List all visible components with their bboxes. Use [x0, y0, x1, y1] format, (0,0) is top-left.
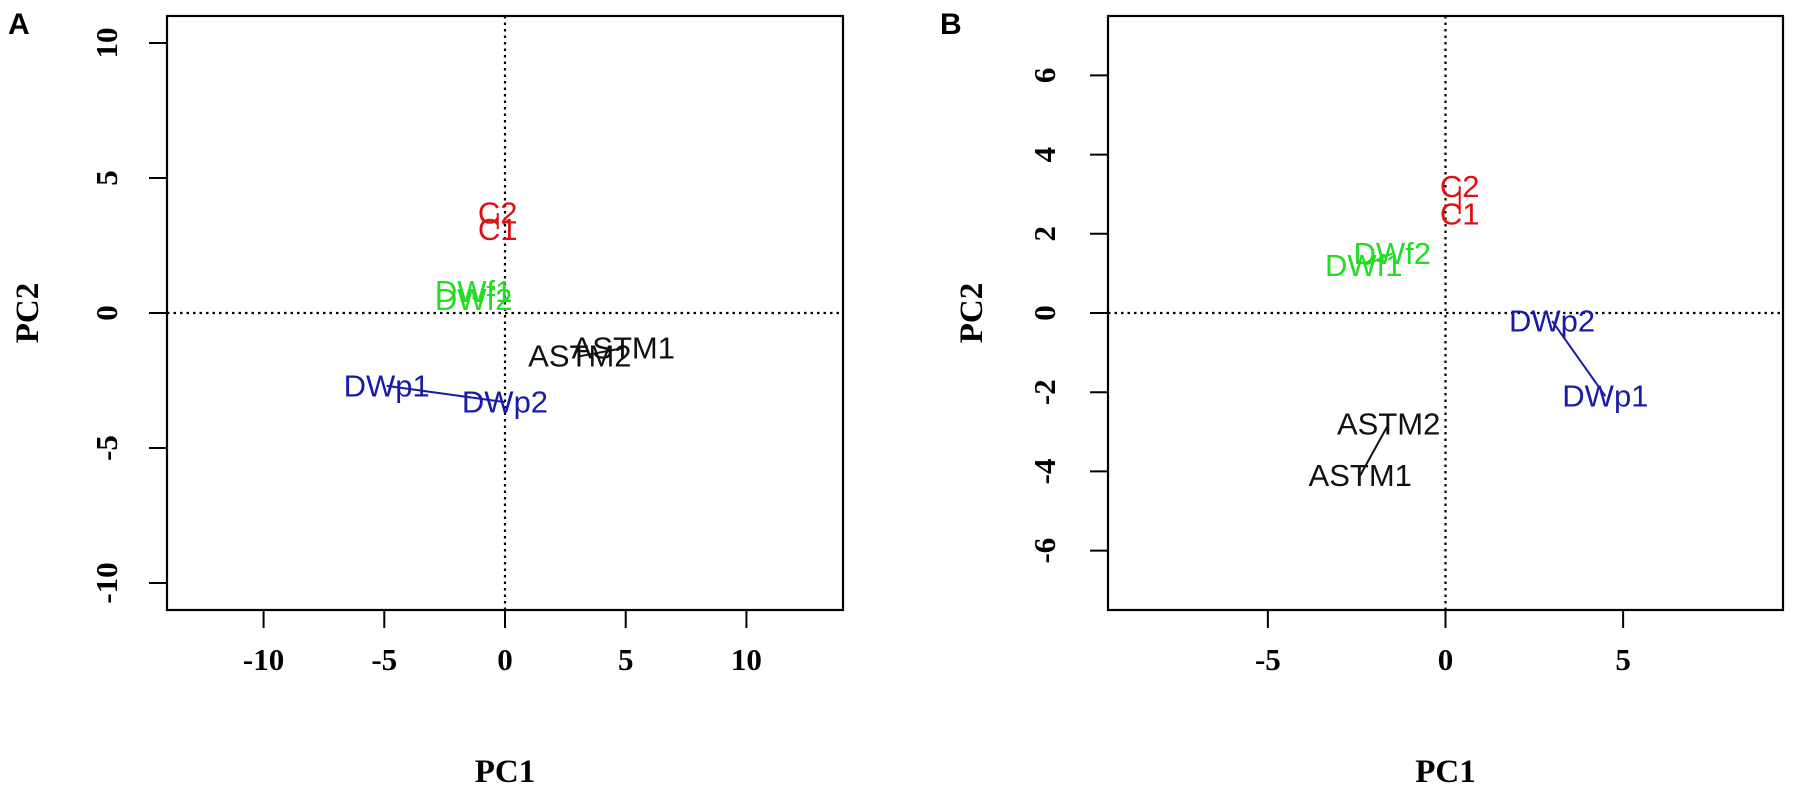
x-tick-label: 0 [497, 642, 513, 677]
x-tick-label: -10 [243, 642, 284, 677]
y-tick-label: -10 [89, 562, 124, 603]
point-label-c2: C2 [478, 196, 518, 231]
replicate-connector [1551, 320, 1607, 397]
y-tick-label: 6 [1027, 68, 1062, 84]
y-tick-label: -2 [1027, 379, 1062, 405]
x-tick-label: -5 [371, 642, 397, 677]
y-tick-label: 0 [1027, 305, 1062, 321]
point-label-dwp1: DWp1 [1562, 379, 1648, 414]
point-label-astm2: ASTM2 [1337, 406, 1440, 441]
point-label-astm1: ASTM1 [1309, 458, 1412, 493]
replicate-connector [1359, 423, 1390, 476]
x-tick-label: -5 [1255, 642, 1281, 677]
panel-letter: A [8, 8, 30, 41]
y-tick-label: -4 [1027, 458, 1062, 484]
x-tick-label: 10 [731, 642, 762, 677]
x-tick-label: 0 [1438, 642, 1454, 677]
replicate-connector [579, 347, 624, 358]
y-tick-label: 0 [89, 305, 124, 321]
y-tick-label: -5 [89, 435, 124, 461]
panel-letter: B [940, 8, 962, 41]
y-tick-label: 2 [1027, 226, 1062, 242]
x-tick-label: 5 [1615, 642, 1631, 677]
point-label-dwp2: DWp2 [462, 385, 548, 420]
point-label-c2: C2 [1440, 169, 1480, 204]
y-tick-label: 5 [89, 170, 124, 186]
point-label-c1: C1 [1440, 197, 1480, 232]
point-label-dwf2: DWf2 [435, 282, 513, 317]
point-label-dwp1: DWp1 [344, 368, 430, 403]
x-tick-label: 5 [618, 642, 634, 677]
y-axis-title: PC2 [10, 283, 46, 344]
y-axis-title: PC2 [954, 283, 990, 344]
point-label-dwp2: DWp2 [1509, 303, 1595, 338]
point-label-dwf1: DWf1 [1325, 248, 1403, 283]
y-tick-label: -6 [1027, 538, 1062, 564]
point-label-astm1: ASTM1 [572, 331, 675, 366]
x-axis-title: PC1 [1415, 754, 1476, 790]
point-label-dwf1: DWf1 [435, 274, 513, 309]
x-axis-title: PC1 [475, 754, 536, 790]
point-label-astm2: ASTM2 [528, 339, 631, 374]
y-tick-label: 10 [89, 28, 124, 59]
replicate-connector [1363, 252, 1393, 267]
point-label-dwf2: DWf2 [1353, 236, 1431, 271]
point-label-c1: C1 [478, 212, 518, 247]
replicate-connector [386, 384, 506, 404]
y-tick-label: 4 [1027, 147, 1062, 163]
